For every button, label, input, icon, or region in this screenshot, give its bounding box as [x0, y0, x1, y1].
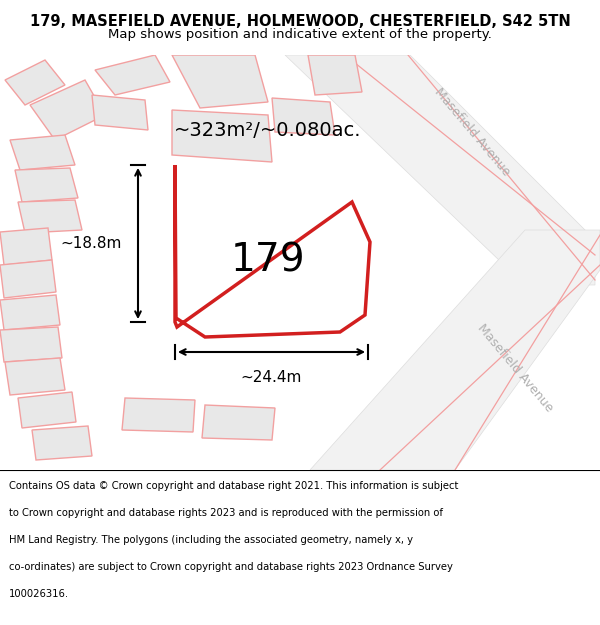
Polygon shape [0, 228, 52, 265]
Text: ~323m²/~0.080ac.: ~323m²/~0.080ac. [174, 121, 362, 139]
Polygon shape [10, 135, 75, 170]
Polygon shape [172, 110, 272, 162]
Polygon shape [285, 55, 595, 285]
Polygon shape [18, 392, 76, 428]
Polygon shape [92, 95, 148, 130]
Polygon shape [202, 405, 275, 440]
Polygon shape [272, 98, 335, 135]
Text: 179, MASEFIELD AVENUE, HOLMEWOOD, CHESTERFIELD, S42 5TN: 179, MASEFIELD AVENUE, HOLMEWOOD, CHESTE… [29, 14, 571, 29]
Polygon shape [30, 80, 105, 140]
Polygon shape [32, 426, 92, 460]
Text: co-ordinates) are subject to Crown copyright and database rights 2023 Ordnance S: co-ordinates) are subject to Crown copyr… [9, 562, 453, 572]
Polygon shape [15, 168, 78, 202]
Polygon shape [122, 398, 195, 432]
Polygon shape [18, 200, 82, 233]
Text: Contains OS data © Crown copyright and database right 2021. This information is : Contains OS data © Crown copyright and d… [9, 481, 458, 491]
Polygon shape [0, 295, 60, 330]
Polygon shape [95, 55, 170, 95]
Text: 179: 179 [230, 241, 305, 279]
Text: Map shows position and indicative extent of the property.: Map shows position and indicative extent… [108, 28, 492, 41]
Text: ~18.8m: ~18.8m [61, 236, 122, 251]
Text: Masefield Avenue: Masefield Avenue [431, 86, 512, 179]
Text: Masefield Avenue: Masefield Avenue [475, 321, 556, 414]
Polygon shape [5, 60, 65, 105]
Text: HM Land Registry. The polygons (including the associated geometry, namely x, y: HM Land Registry. The polygons (includin… [9, 535, 413, 545]
Polygon shape [310, 230, 600, 470]
Polygon shape [0, 260, 56, 298]
Polygon shape [0, 327, 62, 362]
Polygon shape [308, 55, 362, 95]
Polygon shape [5, 358, 65, 395]
Text: 100026316.: 100026316. [9, 589, 69, 599]
Text: to Crown copyright and database rights 2023 and is reproduced with the permissio: to Crown copyright and database rights 2… [9, 508, 443, 518]
Polygon shape [172, 55, 268, 108]
Text: ~24.4m: ~24.4m [241, 370, 302, 385]
Polygon shape [175, 165, 370, 337]
